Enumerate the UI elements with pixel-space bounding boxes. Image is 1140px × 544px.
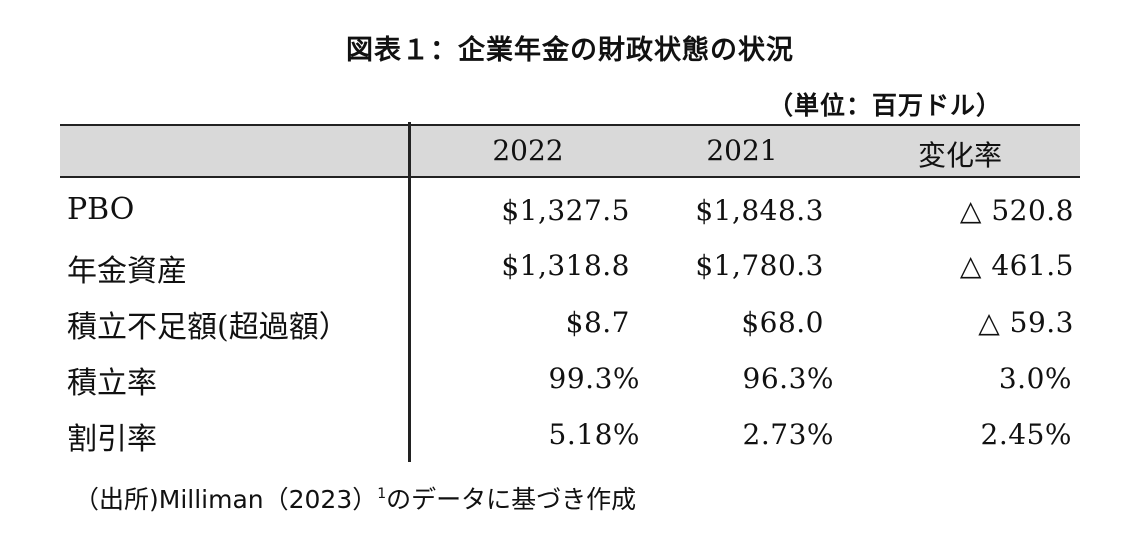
cell-assets-2022: $1,318.8: [501, 249, 630, 282]
cell-ratio-2021: 96.3%: [742, 362, 834, 395]
cell-pbo-2021: $1,848.3: [695, 194, 824, 227]
cell-assets-change: △ 461.5: [959, 249, 1074, 282]
unit-label: （単位：百万ドル）: [767, 91, 1002, 120]
source-note: （出所)Milliman（2023）1のデータに基づき作成: [74, 480, 636, 516]
row-label-funding-ratio: 積立率: [67, 366, 157, 401]
row-label-funding-deficit: 積立不足額(超過額）: [67, 310, 349, 345]
cell-deficit-2021: $68.0: [741, 306, 824, 339]
source-prefix: （出所)Milliman（2023）: [74, 485, 378, 514]
row-label-pbo: PBO: [67, 192, 135, 227]
cell-pbo-2022: $1,327.5: [501, 194, 630, 227]
column-divider: [408, 122, 411, 462]
cell-deficit-change: △ 59.3: [978, 306, 1074, 339]
cell-discount-2021: 2.73%: [742, 418, 834, 451]
column-header-change: 変化率: [917, 139, 1002, 172]
cell-pbo-change: △ 520.8: [959, 194, 1074, 227]
table-header-band: [60, 124, 1080, 178]
cell-ratio-change: 3.0%: [998, 362, 1072, 395]
cell-assets-2021: $1,780.3: [695, 249, 824, 282]
column-header-2021: 2021: [706, 134, 778, 167]
column-header-2022: 2022: [492, 134, 564, 167]
source-suffix: のデータに基づき作成: [386, 485, 637, 514]
table-title: 図表１：企業年金の財政状態の状況: [346, 35, 794, 66]
footnote-marker: 1: [377, 486, 387, 502]
row-label-plan-assets: 年金資産: [67, 254, 187, 289]
cell-discount-change: 2.45%: [980, 418, 1072, 451]
row-label-discount-rate: 割引率: [67, 422, 157, 457]
cell-ratio-2022: 99.3%: [548, 362, 640, 395]
cell-deficit-2022: $8.7: [565, 306, 630, 339]
cell-discount-2022: 5.18%: [548, 418, 640, 451]
